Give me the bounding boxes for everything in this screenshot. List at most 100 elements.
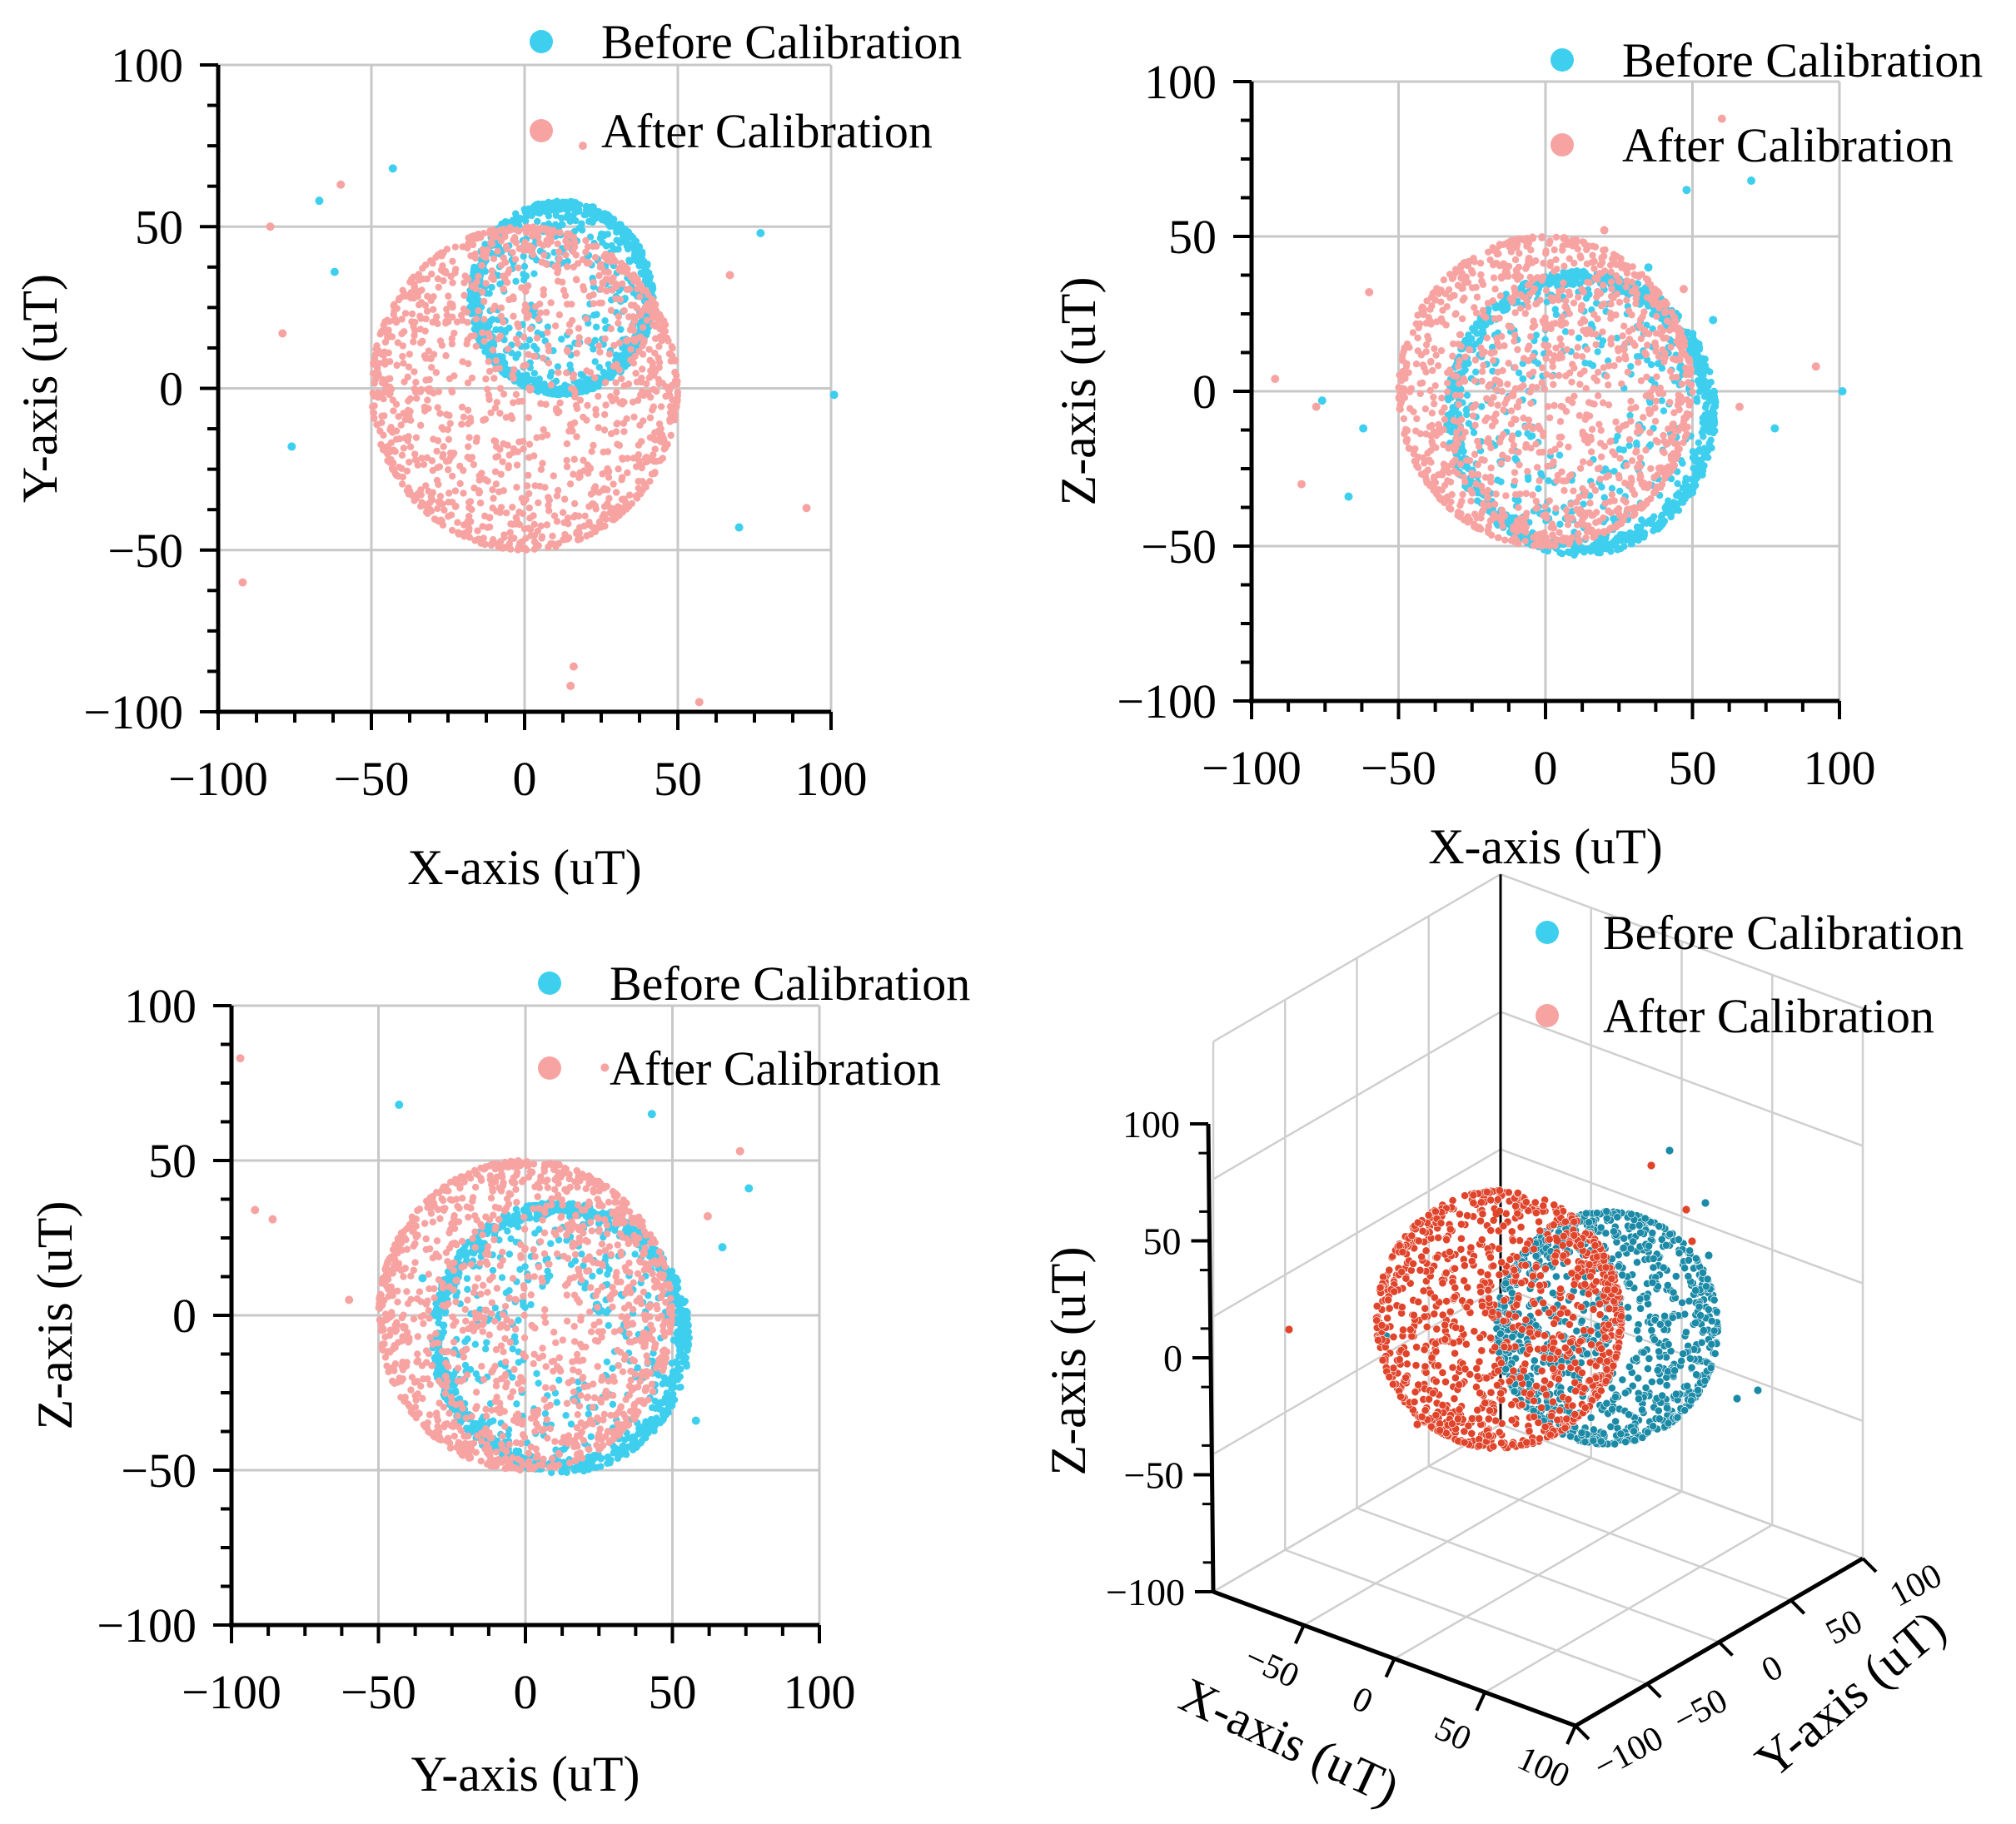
data-point xyxy=(422,482,430,490)
data-point xyxy=(1692,359,1700,367)
data-point xyxy=(525,504,533,512)
data-point xyxy=(1488,531,1496,539)
data-point xyxy=(370,359,377,367)
data-point xyxy=(1527,333,1535,340)
data-point xyxy=(1620,322,1628,330)
data-point xyxy=(674,377,681,385)
data-point xyxy=(500,544,509,551)
data-point xyxy=(1438,394,1446,402)
data-point xyxy=(653,314,660,322)
data-point xyxy=(583,367,590,375)
data-point xyxy=(1420,454,1427,462)
data-point xyxy=(509,504,516,511)
data-point xyxy=(451,243,460,251)
data-point xyxy=(1701,355,1709,363)
data-point xyxy=(1593,293,1600,301)
data-point xyxy=(1660,437,1668,445)
data-point xyxy=(554,240,561,248)
data-point xyxy=(1605,507,1612,514)
data-point xyxy=(1654,438,1662,446)
data-point xyxy=(1540,260,1547,267)
data-point xyxy=(1615,355,1623,363)
data-point xyxy=(1618,380,1625,388)
data-point xyxy=(1511,256,1520,264)
data-point xyxy=(1441,290,1449,298)
data-point xyxy=(1564,520,1572,529)
data-point xyxy=(1471,377,1479,385)
data-point xyxy=(1450,372,1457,380)
data-point xyxy=(1594,465,1602,473)
data-point xyxy=(480,316,488,323)
data-point xyxy=(1551,352,1558,360)
data-point xyxy=(1484,495,1492,502)
data-point xyxy=(623,505,630,513)
y-tick-label: −100 xyxy=(83,685,183,739)
data-point xyxy=(539,460,546,467)
data-point xyxy=(563,440,571,448)
data-point xyxy=(1590,311,1598,318)
data-point xyxy=(380,395,387,403)
data-point xyxy=(1552,504,1560,512)
data-point xyxy=(1645,330,1653,338)
data-point xyxy=(441,506,448,514)
data-point xyxy=(563,301,571,308)
data-point xyxy=(1606,309,1615,317)
data-point xyxy=(511,256,520,263)
outlier-point xyxy=(315,196,324,206)
data-point xyxy=(1552,233,1561,241)
outlier-point xyxy=(1271,375,1280,384)
data-point xyxy=(370,409,378,417)
data-point xyxy=(633,305,641,312)
data-point xyxy=(1631,271,1639,279)
data-point xyxy=(555,369,562,376)
data-point xyxy=(1580,270,1589,278)
data-point xyxy=(1535,542,1543,549)
data-point xyxy=(427,296,435,305)
data-point xyxy=(465,527,473,535)
data-point xyxy=(448,472,456,480)
data-point xyxy=(641,267,649,275)
data-point xyxy=(614,503,622,510)
data-point xyxy=(427,507,436,515)
outlier-point xyxy=(829,390,839,400)
data-point xyxy=(1693,395,1700,402)
data-point xyxy=(399,352,406,360)
data-point xyxy=(427,364,436,371)
data-point xyxy=(374,389,382,396)
data-point xyxy=(1486,439,1493,447)
data-point xyxy=(563,263,571,271)
data-point xyxy=(558,214,565,222)
data-point xyxy=(1500,406,1507,414)
x-tick-label: 50 xyxy=(1669,741,1717,795)
data-point xyxy=(640,417,647,425)
data-point xyxy=(490,255,498,262)
outlier-point xyxy=(1644,263,1653,272)
outlier-point xyxy=(1600,226,1609,235)
data-point xyxy=(492,356,500,365)
data-point xyxy=(1497,460,1505,467)
data-point xyxy=(1492,386,1500,394)
data-point xyxy=(554,363,562,370)
data-point xyxy=(489,306,497,313)
data-point xyxy=(386,358,394,365)
outlier-point xyxy=(802,504,811,513)
data-point xyxy=(1629,512,1637,519)
data-point xyxy=(529,244,536,252)
data-point xyxy=(490,375,498,382)
data-point xyxy=(1514,276,1521,283)
data-point xyxy=(1503,395,1511,403)
data-point xyxy=(536,309,545,316)
data-point xyxy=(399,342,407,350)
data-point xyxy=(376,331,384,338)
data-point xyxy=(1452,435,1461,443)
data-point xyxy=(448,335,455,342)
data-point xyxy=(1590,265,1598,272)
data-point xyxy=(562,237,570,245)
data-point xyxy=(1599,328,1606,335)
data-point xyxy=(456,480,464,488)
data-point xyxy=(374,369,382,377)
data-point xyxy=(520,445,527,453)
y-tick-label: −50 xyxy=(1141,519,1217,574)
